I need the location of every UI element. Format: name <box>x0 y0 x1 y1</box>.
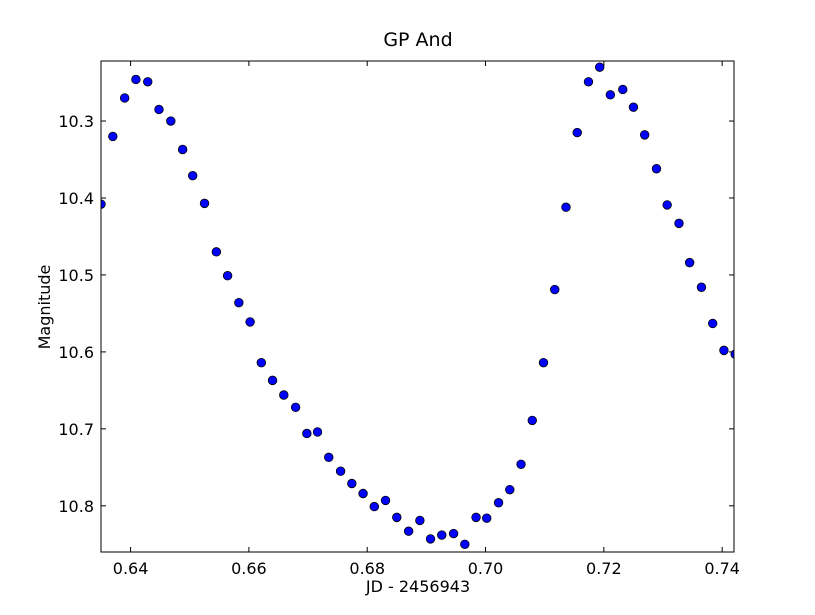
data-point <box>448 528 459 539</box>
data-point <box>493 498 504 508</box>
data-point <box>380 495 391 506</box>
data-point <box>245 317 255 327</box>
data-point <box>187 170 198 181</box>
data-point <box>550 284 560 295</box>
data-point <box>572 127 582 138</box>
data-point <box>719 345 729 356</box>
data-point <box>505 484 515 495</box>
data-point <box>234 297 244 308</box>
x-tick-label: 0.68 <box>349 559 385 578</box>
data-point <box>684 257 695 268</box>
data-point <box>222 271 233 281</box>
axis-ticks <box>101 61 734 552</box>
data-point <box>177 144 188 155</box>
data-point <box>199 198 210 209</box>
data-point <box>583 77 594 87</box>
data-point <box>708 318 718 329</box>
y-tick-label: 10.8 <box>58 497 94 516</box>
data-point <box>605 90 616 100</box>
data-point <box>101 199 106 209</box>
chart-title: GP And <box>383 29 452 51</box>
data-point <box>595 62 605 72</box>
data-point <box>119 93 130 103</box>
data-point <box>279 390 289 400</box>
y-tick-label: 10.3 <box>58 112 94 131</box>
data-point <box>131 74 141 85</box>
data-point <box>516 459 526 469</box>
data-point <box>108 131 118 142</box>
x-axis-label: JD - 2456943 <box>365 577 470 596</box>
data-point <box>437 530 447 540</box>
data-point <box>460 539 470 550</box>
data-point <box>347 478 357 489</box>
data-point <box>639 130 650 140</box>
data-point <box>527 415 537 426</box>
data-point <box>312 427 323 437</box>
data-point <box>651 164 662 174</box>
data-point <box>730 349 734 359</box>
x-tick-label: 0.74 <box>704 559 740 578</box>
data-point <box>482 513 492 523</box>
plot-area <box>101 61 734 552</box>
data-point <box>425 534 436 544</box>
y-tick-label: 10.6 <box>58 343 94 362</box>
data-point <box>471 512 481 523</box>
data-point <box>290 402 301 413</box>
axis-tick-labels: 0.64 0.66 0.68 0.70 0.72 0.74 10.3 10.4 10.5 10.6… <box>58 112 740 578</box>
data-point <box>211 247 222 257</box>
x-tick-label: 0.70 <box>468 559 504 578</box>
data-point <box>403 526 414 536</box>
data-point <box>302 428 312 439</box>
data-point <box>358 488 368 499</box>
plot-frame <box>100 60 735 553</box>
data-point <box>392 512 402 523</box>
data-point <box>415 515 425 526</box>
y-tick-label: 10.4 <box>58 189 94 208</box>
data-point <box>324 452 334 463</box>
data-point <box>267 375 278 386</box>
x-tick-label: 0.64 <box>113 559 149 578</box>
x-tick-label: 0.66 <box>231 559 267 578</box>
data-point <box>154 104 164 115</box>
data-point <box>674 218 684 229</box>
data-point <box>538 357 549 368</box>
data-point <box>628 102 639 112</box>
y-tick-label: 10.5 <box>58 266 94 285</box>
data-point <box>618 84 628 95</box>
y-tick-label: 10.7 <box>58 420 94 439</box>
data-point <box>335 466 346 476</box>
data-point <box>143 77 153 87</box>
data-point <box>369 501 380 512</box>
data-point <box>561 202 571 212</box>
y-axis-label: Magnitude <box>35 265 54 350</box>
data-point <box>696 282 707 292</box>
data-point <box>166 116 176 126</box>
data-point <box>662 200 672 210</box>
x-tick-label: 0.72 <box>586 559 622 578</box>
data-point <box>256 357 267 368</box>
data-points <box>101 62 734 550</box>
